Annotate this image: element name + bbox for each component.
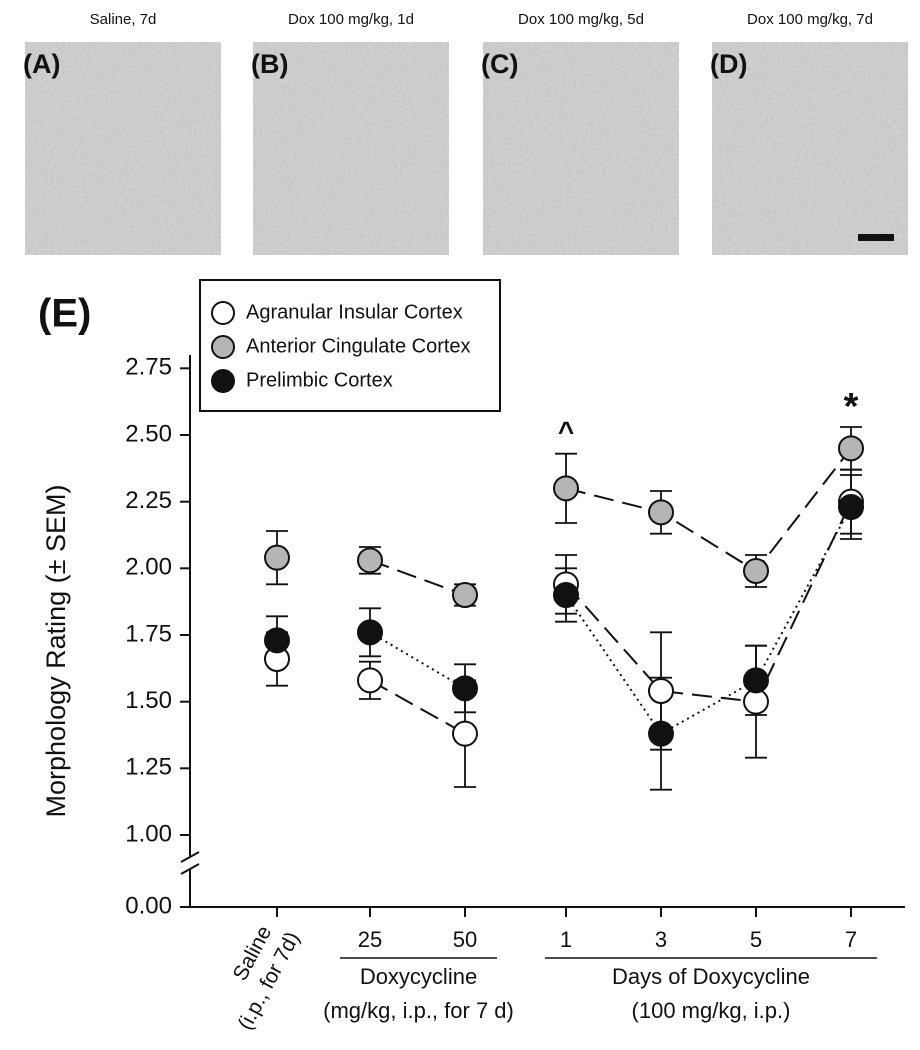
micrograph-texture — [712, 42, 908, 255]
legend-label: Agranular Insular Cortex — [246, 301, 463, 323]
y-tick-label: 1.25 — [125, 754, 172, 781]
panel-label: (D) — [710, 49, 747, 79]
group-label: Days of Doxycycline — [612, 964, 810, 989]
legend-marker — [211, 301, 235, 325]
annotation: ^ — [558, 416, 574, 447]
x-tick-label: 3 — [655, 927, 667, 952]
marker — [838, 435, 864, 462]
y-tick-label: 2.25 — [125, 487, 172, 514]
y-axis-title: Morphology Rating (± SEM) — [41, 485, 71, 818]
legend-box — [199, 279, 501, 412]
panel-label: (B) — [251, 49, 288, 79]
y-tick-label: 1.50 — [125, 687, 172, 714]
series-line — [369, 559, 466, 596]
legend-marker — [211, 369, 235, 393]
marker — [264, 627, 290, 654]
panel-title: Dox 100 mg/kg, 5d — [518, 11, 644, 28]
marker — [357, 619, 383, 646]
legend-label: Anterior Cingulate Cortex — [246, 335, 471, 357]
micrograph-texture — [253, 42, 449, 255]
x-tick-label: 1 — [560, 927, 572, 952]
marker — [264, 544, 290, 571]
series-line — [565, 506, 852, 735]
legend-label: Prelimbic Cortex — [246, 369, 393, 391]
panel-label: (C) — [481, 49, 518, 79]
panel-title: Saline, 7d — [90, 11, 157, 28]
y-tick-label: 2.00 — [125, 554, 172, 581]
marker — [553, 475, 579, 502]
marker — [743, 558, 769, 584]
marker — [452, 582, 478, 608]
series-line — [369, 631, 466, 690]
series-line — [565, 447, 852, 573]
group-label: (100 mg/kg, i.p.) — [632, 998, 791, 1023]
y-tick-label: 2.50 — [125, 420, 172, 447]
legend-marker — [211, 335, 235, 359]
y-tick-label: 1.75 — [125, 620, 172, 647]
panel-label: (E) — [38, 292, 91, 336]
micrograph-texture — [25, 42, 221, 255]
marker — [452, 720, 478, 747]
x-tick-label: 7 — [845, 927, 857, 952]
marker — [648, 499, 674, 526]
x-tick-label: 50 — [453, 927, 477, 952]
y-tick-label: 0.00 — [125, 892, 172, 919]
panel-title: Dox 100 mg/kg, 1d — [288, 11, 414, 28]
marker — [357, 547, 383, 574]
group-label: (mg/kg, i.p., for 7 d) — [323, 998, 514, 1023]
marker — [838, 494, 864, 520]
marker — [648, 720, 674, 747]
axis-break — [180, 863, 200, 875]
axis-break — [180, 851, 200, 863]
series-line — [369, 679, 466, 735]
marker — [743, 667, 769, 694]
x-tick-label: 5 — [750, 927, 762, 952]
group-label: Doxycycline — [360, 964, 477, 989]
y-tick-label: 2.75 — [125, 354, 172, 381]
panel-label: (A) — [23, 49, 60, 79]
series-line — [565, 501, 852, 703]
panel-title: Dox 100 mg/kg, 7d — [747, 11, 873, 28]
scale-bar — [858, 234, 894, 241]
annotation: * — [844, 386, 859, 428]
marker — [553, 582, 579, 608]
marker — [357, 667, 383, 694]
x-tick-label: 25 — [358, 927, 382, 952]
marker — [452, 675, 478, 702]
marker — [648, 678, 674, 704]
y-tick-label: 1.00 — [125, 820, 172, 847]
micrograph-texture — [483, 42, 679, 255]
